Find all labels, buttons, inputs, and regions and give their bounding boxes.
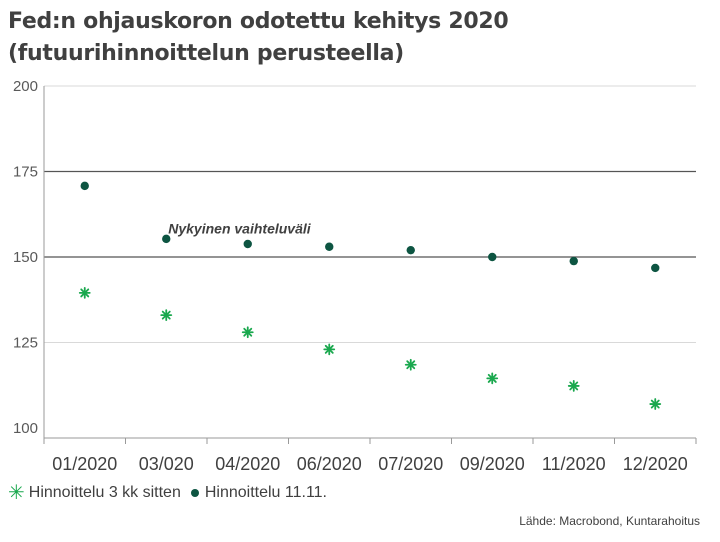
x-tick-label: 01/2020 — [52, 454, 117, 474]
chart-title: Fed:n ohjauskoron odotettu kehitys 2020 … — [8, 9, 509, 66]
star-point — [241, 326, 254, 339]
star-stroke — [406, 360, 416, 370]
star-point — [404, 358, 417, 371]
star-marker-icon: ✳ — [8, 482, 25, 504]
star-stroke — [161, 310, 171, 320]
x-tick-label: 07/2020 — [378, 454, 443, 474]
y-tick-label: 125 — [13, 335, 38, 352]
star-point — [78, 287, 91, 299]
chart-plot: 100 125 150 175 200 01/2020 03/020 04/2020 06/2… — [13, 78, 697, 474]
legend-label-current: Hinnoittelu 11.11. — [204, 484, 327, 501]
gridlines — [44, 85, 696, 343]
source-note: Lähde: Macrobond, Kuntarahoitus — [519, 514, 700, 528]
y-tick-label: 200 — [13, 78, 38, 95]
x-tick-label: 11/2020 — [542, 454, 606, 474]
x-tick-label: 12/2020 — [623, 454, 688, 474]
dot-point — [488, 252, 497, 262]
band-lines — [44, 170, 696, 258]
x-tick-label: 09/2020 — [460, 454, 525, 474]
legend-item-current: Hinnoittelu 11.11. — [190, 484, 327, 502]
star-point — [486, 372, 499, 385]
star-point — [649, 398, 662, 410]
star-stroke — [650, 399, 660, 409]
dot-point — [243, 239, 252, 249]
x-tick-label: 04/2020 — [215, 454, 280, 474]
dot-point — [406, 245, 415, 255]
star-point — [567, 380, 580, 392]
star-stroke — [487, 373, 497, 383]
x-axis: 01/2020 03/020 04/2020 06/2020 07/2020 09/202… — [43, 437, 697, 474]
star-stroke — [80, 288, 90, 298]
dot-point — [162, 234, 171, 244]
dot-point — [569, 256, 578, 266]
dot-marker-icon — [190, 489, 199, 497]
series-three-months-ago — [78, 287, 662, 410]
dot-point — [651, 263, 660, 273]
legend-label-three-months-ago: Hinnoittelu 3 kk sitten — [28, 484, 181, 501]
star-point — [160, 309, 173, 322]
y-tick-label: 100 — [13, 420, 38, 437]
star-stroke — [569, 381, 579, 391]
legend-item-three-months-ago: ✳ Hinnoittelu 3 kk sitten — [8, 482, 181, 504]
x-tick-label: 03/020 — [139, 454, 194, 474]
y-tick-label: 175 — [13, 164, 38, 181]
band-label: Nykyinen vaihteluväli — [168, 220, 312, 236]
star-point — [323, 343, 336, 356]
star-stroke — [324, 344, 334, 354]
legend: ✳ Hinnoittelu 3 kk sitten Hinnoittelu 11… — [8, 482, 337, 504]
x-tick-label: 06/2020 — [297, 454, 362, 474]
y-tick-label: 150 — [13, 249, 38, 266]
y-axis: 100 125 150 175 200 — [13, 78, 45, 438]
star-stroke — [243, 327, 253, 337]
series-current — [80, 181, 660, 273]
dot-point — [325, 242, 334, 251]
dot-point — [80, 181, 89, 191]
